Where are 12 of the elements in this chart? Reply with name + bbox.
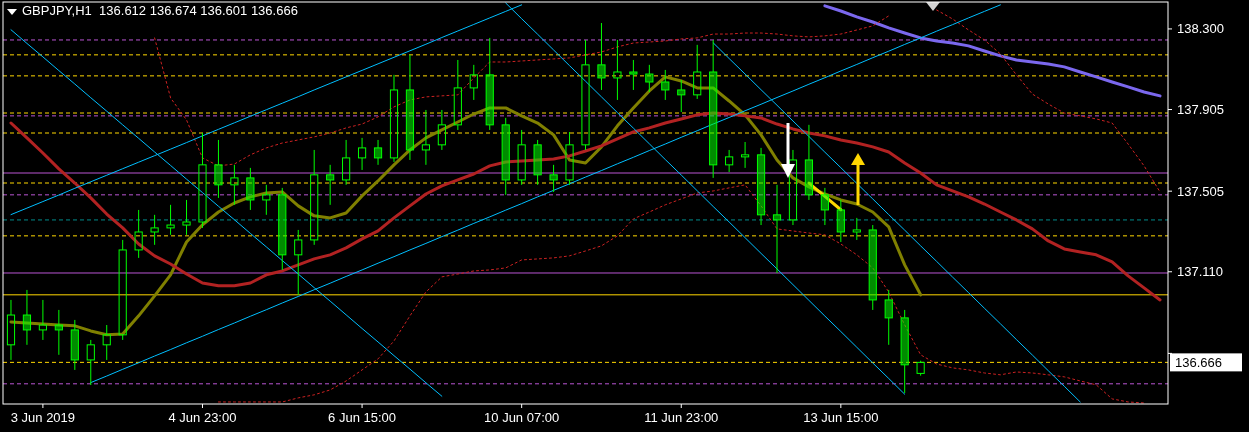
chart-title: GBPJPY,H1 136.612 136.674 136.601 136.666: [22, 3, 298, 18]
ref-line-label: 136.666: [1175, 354, 1222, 370]
y-tick-label: 137.110: [1177, 264, 1224, 280]
x-tick-label: 11 Jun 23:00: [644, 410, 719, 425]
y-tick-label: 137.905: [1177, 102, 1224, 118]
x-tick-label: 6 Jun 15:00: [328, 410, 397, 425]
x-tick-label: 4 Jun 23:00: [168, 410, 237, 425]
x-tick-label: 3 Jun 2019: [10, 410, 76, 425]
x-tick-label: 10 Jun 07:00: [484, 410, 560, 425]
y-tick-label: 138.300: [1177, 21, 1224, 37]
x-tick-label: 13 Jun 15:00: [803, 410, 879, 425]
y-tick-label: 137.505: [1177, 183, 1224, 199]
